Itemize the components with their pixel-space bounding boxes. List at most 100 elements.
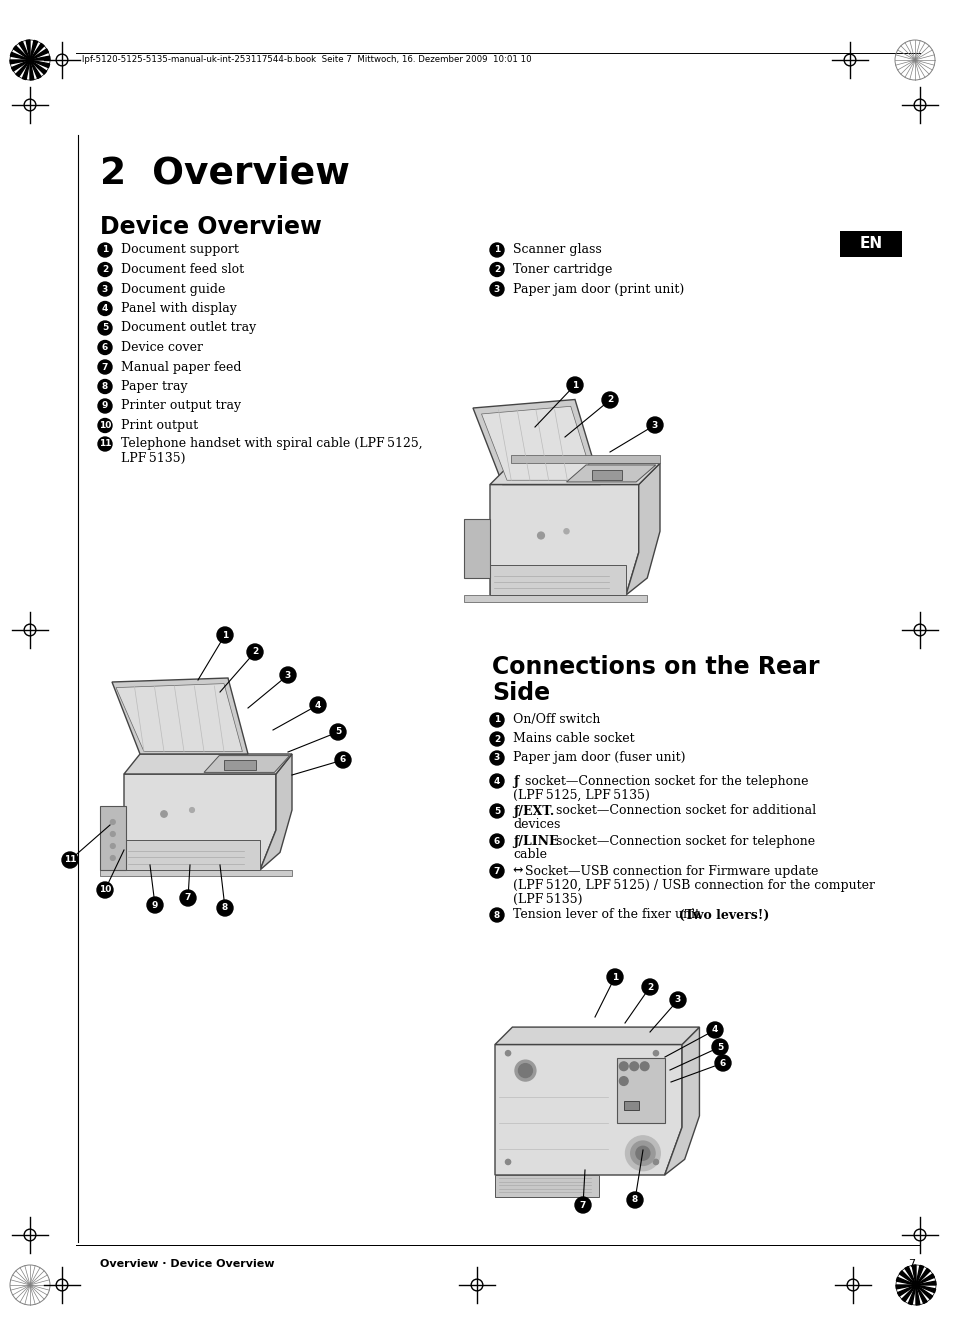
- Text: 2: 2: [646, 982, 653, 991]
- Circle shape: [490, 243, 503, 257]
- Text: 5: 5: [716, 1043, 722, 1051]
- Circle shape: [714, 1055, 730, 1071]
- Polygon shape: [511, 455, 659, 463]
- Circle shape: [216, 626, 233, 644]
- Circle shape: [490, 263, 503, 276]
- Polygon shape: [19, 41, 30, 60]
- Polygon shape: [204, 755, 290, 772]
- Polygon shape: [100, 871, 292, 876]
- Circle shape: [711, 1039, 727, 1055]
- Polygon shape: [22, 60, 30, 80]
- Text: devices: devices: [513, 819, 559, 832]
- Text: ƒ/LINE: ƒ/LINE: [513, 835, 558, 848]
- Polygon shape: [915, 1285, 935, 1292]
- Polygon shape: [907, 1285, 915, 1304]
- Circle shape: [180, 890, 195, 906]
- Circle shape: [606, 969, 622, 985]
- Circle shape: [62, 852, 78, 868]
- Text: 6: 6: [494, 836, 499, 845]
- Polygon shape: [13, 46, 30, 60]
- Polygon shape: [915, 1285, 919, 1304]
- Circle shape: [216, 900, 233, 916]
- Polygon shape: [30, 60, 50, 68]
- Polygon shape: [26, 40, 30, 60]
- Polygon shape: [30, 60, 47, 74]
- Circle shape: [161, 811, 167, 817]
- Circle shape: [98, 437, 112, 451]
- Polygon shape: [464, 519, 490, 579]
- Text: Mains cable socket: Mains cable socket: [513, 733, 634, 746]
- Text: 5: 5: [335, 727, 341, 736]
- Polygon shape: [904, 1266, 915, 1285]
- Text: 7: 7: [102, 362, 108, 372]
- Text: 11: 11: [64, 856, 76, 864]
- Text: 3: 3: [285, 670, 291, 679]
- Circle shape: [490, 804, 503, 817]
- Text: (LPF 5135): (LPF 5135): [513, 893, 582, 905]
- Polygon shape: [915, 1285, 926, 1303]
- Polygon shape: [260, 754, 292, 871]
- Circle shape: [490, 733, 503, 746]
- Polygon shape: [30, 60, 41, 78]
- Text: ↔: ↔: [513, 864, 523, 877]
- Text: ƒ/EXT.: ƒ/EXT.: [513, 804, 554, 817]
- Polygon shape: [30, 60, 34, 80]
- Text: On/Off switch: On/Off switch: [513, 714, 599, 726]
- Text: 6: 6: [102, 342, 108, 352]
- Polygon shape: [30, 49, 49, 60]
- Circle shape: [505, 1051, 510, 1056]
- Circle shape: [601, 391, 618, 407]
- Text: Toner cartridge: Toner cartridge: [513, 263, 612, 276]
- Circle shape: [98, 283, 112, 296]
- Circle shape: [247, 644, 263, 660]
- Polygon shape: [30, 40, 37, 60]
- Circle shape: [111, 844, 115, 848]
- Polygon shape: [30, 44, 44, 60]
- Text: Device cover: Device cover: [121, 341, 203, 354]
- Text: 8: 8: [222, 904, 228, 913]
- Polygon shape: [897, 1285, 915, 1296]
- Text: 2: 2: [494, 735, 499, 743]
- Text: Printer output tray: Printer output tray: [121, 399, 241, 413]
- Circle shape: [669, 993, 685, 1009]
- Text: 7: 7: [579, 1201, 585, 1209]
- Circle shape: [111, 856, 115, 860]
- Text: 10: 10: [99, 421, 112, 430]
- Polygon shape: [473, 399, 599, 484]
- Polygon shape: [495, 1027, 699, 1044]
- Circle shape: [537, 532, 544, 539]
- Polygon shape: [915, 1269, 929, 1285]
- Circle shape: [653, 1051, 658, 1056]
- Text: Document support: Document support: [121, 243, 238, 256]
- Polygon shape: [464, 594, 646, 602]
- FancyBboxPatch shape: [840, 231, 901, 257]
- Text: 2: 2: [252, 648, 258, 657]
- Circle shape: [636, 1147, 649, 1160]
- Text: Overview · Device Overview: Overview · Device Overview: [100, 1259, 274, 1269]
- Text: socket—Connection socket for the telephone: socket—Connection socket for the telepho…: [520, 775, 807, 787]
- Text: 2  Overview: 2 Overview: [100, 155, 350, 191]
- Polygon shape: [915, 1285, 932, 1299]
- FancyBboxPatch shape: [623, 1101, 639, 1109]
- Polygon shape: [490, 484, 639, 594]
- Text: 4: 4: [102, 304, 108, 313]
- Circle shape: [98, 341, 112, 354]
- Text: 9: 9: [102, 402, 108, 410]
- Polygon shape: [625, 463, 659, 594]
- Circle shape: [147, 897, 163, 913]
- Text: 8: 8: [631, 1196, 638, 1205]
- Circle shape: [98, 399, 112, 413]
- Circle shape: [98, 263, 112, 276]
- Text: Telephone handset with spiral cable (LPF 5125,: Telephone handset with spiral cable (LPF…: [121, 438, 422, 450]
- FancyBboxPatch shape: [592, 470, 621, 480]
- Circle shape: [575, 1197, 590, 1213]
- Polygon shape: [664, 1027, 699, 1174]
- Polygon shape: [566, 464, 655, 482]
- Polygon shape: [911, 1265, 915, 1285]
- Circle shape: [706, 1022, 722, 1038]
- Circle shape: [515, 1060, 536, 1082]
- Circle shape: [566, 377, 582, 393]
- Text: (Two levers!): (Two levers!): [679, 909, 769, 921]
- Circle shape: [98, 301, 112, 316]
- Circle shape: [639, 1062, 648, 1071]
